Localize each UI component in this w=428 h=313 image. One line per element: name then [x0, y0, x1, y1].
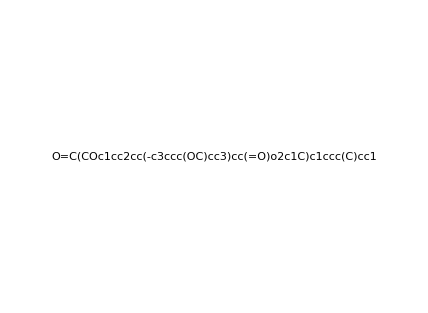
- Text: O=C(COc1cc2cc(-c3ccc(OC)cc3)cc(=O)o2c1C)c1ccc(C)cc1: O=C(COc1cc2cc(-c3ccc(OC)cc3)cc(=O)o2c1C)…: [51, 151, 377, 162]
